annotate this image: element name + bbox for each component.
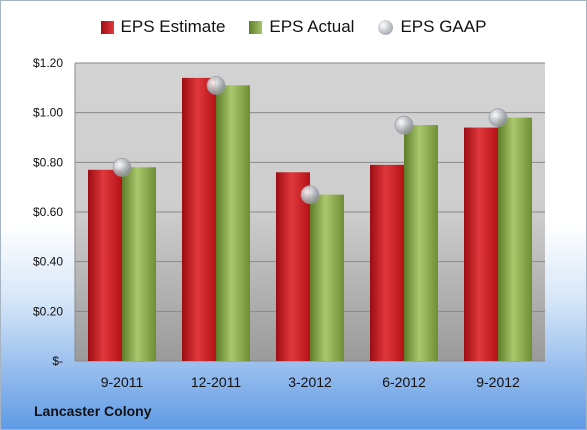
eps-actual-bar (498, 117, 532, 361)
company-name: Lancaster Colony (34, 403, 152, 419)
eps-gaap-marker (488, 108, 508, 128)
legend-label-eps-gaap: EPS GAAP (400, 17, 487, 36)
eps-actual-bar (216, 85, 250, 361)
y-axis: $- $0.20 $0.40 $0.60 $0.80 $1.00 $1.20 (33, 56, 76, 368)
legend: EPS Estimate EPS Actual EPS GAAP (1, 17, 586, 37)
y-tick-label: $0.80 (33, 155, 63, 169)
eps-gaap-marker (112, 157, 132, 177)
eps-gaap-marker (300, 185, 320, 205)
eps-actual-bar (404, 125, 438, 361)
legend-item-eps-gaap: EPS GAAP (378, 17, 486, 37)
eps-estimate-bar (88, 169, 122, 361)
legend-item-eps-actual: EPS Actual (249, 17, 354, 37)
y-tick-label: $0.60 (33, 205, 63, 219)
y-tick-label: $1.00 (33, 106, 63, 120)
x-tick-label: 9-2012 (476, 374, 520, 390)
eps-actual-bar (122, 167, 156, 361)
y-tick-label: $- (52, 354, 63, 368)
y-tick-label: $0.40 (33, 255, 63, 269)
eps-estimate-bar (276, 172, 310, 361)
eps-estimate-bar (370, 164, 404, 361)
x-tick-label: 3-2012 (288, 374, 332, 390)
eps-estimate-bar (464, 127, 498, 361)
y-tick-label: $1.20 (33, 56, 63, 70)
x-tick-label: 9-2011 (101, 374, 144, 390)
legend-swatch-eps-actual (249, 20, 263, 34)
legend-label-eps-estimate: EPS Estimate (120, 17, 226, 36)
eps-actual-bar (310, 194, 344, 361)
eps-estimate-bar (182, 77, 216, 362)
legend-swatch-eps-gaap (378, 19, 394, 35)
gaap-markers (112, 75, 508, 205)
y-tick-label: $0.20 (33, 304, 63, 318)
legend-item-eps-estimate: EPS Estimate (100, 17, 226, 37)
x-tick-label: 6-2012 (382, 374, 426, 390)
x-axis: 9-2011 12-2011 3-2012 6-2012 9-2012 (101, 374, 520, 390)
legend-swatch-eps-estimate (100, 20, 114, 34)
eps-gaap-marker (394, 115, 414, 135)
bars (88, 77, 532, 362)
legend-label-eps-actual: EPS Actual (269, 17, 355, 36)
eps-gaap-marker (206, 75, 226, 95)
x-tick-label: 12-2011 (191, 374, 242, 390)
